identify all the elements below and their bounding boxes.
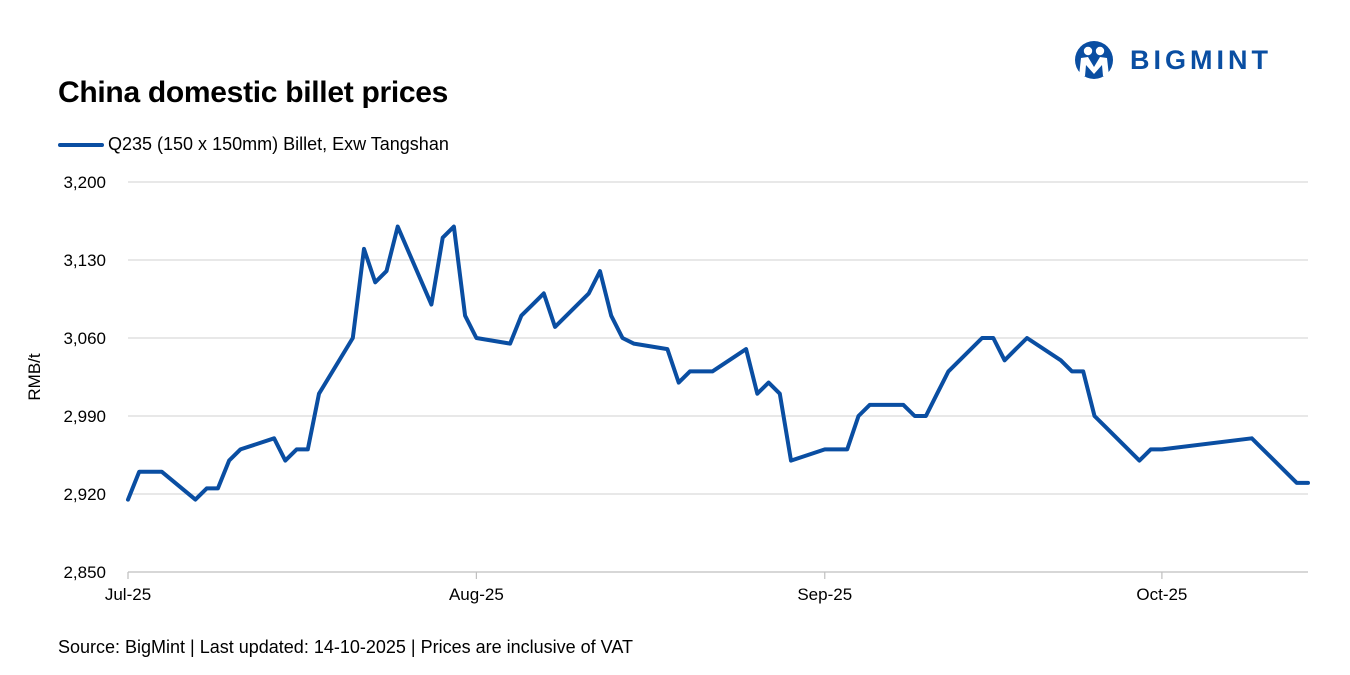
series-line-billet [126,224,1310,502]
y-tick-label: 3,130 [63,251,106,270]
chart-title: China domestic billet prices [58,76,449,109]
y-tick-label: 3,060 [63,329,106,348]
source-note: Source: BigMint | Last updated: 14-10-20… [58,637,633,657]
x-tick-label: Oct-25 [1136,585,1187,604]
x-axis-ticks: Jul-25 Aug-25 Sep-25 Oct-25 [105,572,1187,604]
x-tick-label: Sep-25 [797,585,852,604]
brand-logo: BIGMINT [1072,40,1272,80]
legend: Q235 (150 x 150mm) Billet, Exw Tangshan [58,134,449,155]
y-axis-ticks: 2,850 2,920 2,990 3,060 3,130 3,200 [63,173,106,582]
y-tick-label: 2,850 [63,563,106,582]
bigmint-logo-icon [1075,41,1113,79]
y-tick-label: 2,990 [63,407,106,426]
gridlines [128,181,1308,573]
legend-label: Q235 (150 x 150mm) Billet, Exw Tangshan [108,134,449,154]
x-tick-label: Jul-25 [105,585,151,604]
y-tick-label: 2,920 [63,485,106,504]
logo-text: BIGMINT [1130,44,1272,75]
legend-swatch [58,142,104,147]
x-tick-label: Aug-25 [449,585,504,604]
y-axis-label: RMB/t [25,353,44,401]
y-tick-label: 3,200 [63,173,106,192]
